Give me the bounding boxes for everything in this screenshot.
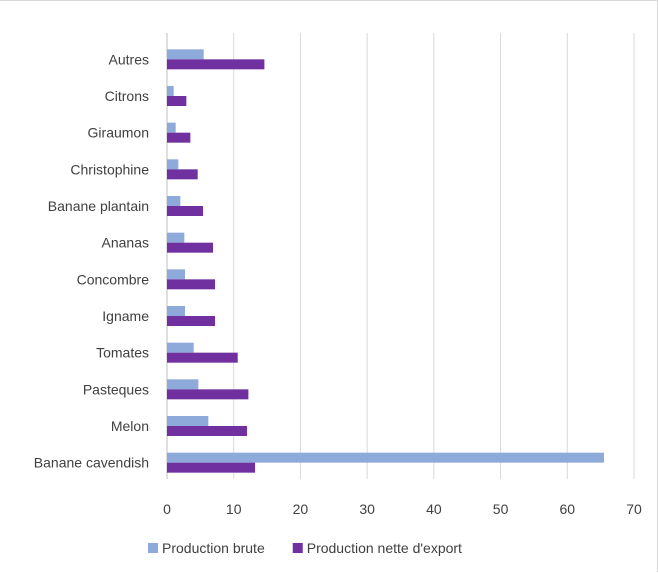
category-label: Banane cavendish xyxy=(34,455,149,471)
bar-production-brute xyxy=(167,269,186,280)
bar-production-nette xyxy=(167,352,238,363)
category-label: Melon xyxy=(111,418,149,434)
bar-production-nette xyxy=(167,316,216,326)
bar-production-brute xyxy=(167,306,186,316)
bar-production-nette xyxy=(167,206,204,216)
bar-production-brute xyxy=(167,196,181,206)
legend-label: Production nette d'export xyxy=(307,540,462,556)
category-label: Pasteques xyxy=(83,381,149,397)
category-label: Ananas xyxy=(102,235,149,251)
category-label: Igname xyxy=(102,308,149,324)
bar-production-nette xyxy=(167,169,198,180)
bar-production-brute xyxy=(167,122,176,133)
x-tick-label: 40 xyxy=(426,501,442,517)
legend-swatch xyxy=(148,543,158,553)
bar-production-nette xyxy=(167,426,248,436)
bar-production-nette xyxy=(167,242,214,253)
bar-production-nette xyxy=(167,462,256,473)
bar-production-brute xyxy=(167,379,199,390)
x-tick-label: 30 xyxy=(359,501,375,517)
bar-production-brute xyxy=(167,49,204,60)
bar-production-brute xyxy=(167,342,194,353)
x-tick-label: 0 xyxy=(163,501,171,517)
category-label: Giraumon xyxy=(88,125,149,141)
bar-production-brute xyxy=(167,452,604,463)
gridlines xyxy=(166,33,635,479)
legend-label: Production brute xyxy=(162,540,265,556)
category-label: Banane plantain xyxy=(48,198,149,214)
bar-production-nette xyxy=(167,279,216,290)
bars xyxy=(167,49,604,473)
bar-production-nette xyxy=(167,96,187,106)
bar-production-brute xyxy=(167,86,174,96)
category-label: Concombre xyxy=(77,271,150,287)
bar-production-brute xyxy=(167,232,185,243)
bar-production-brute xyxy=(167,416,209,426)
x-tick-label: 60 xyxy=(559,501,575,517)
x-tick-label: 70 xyxy=(626,501,642,517)
bar-production-brute xyxy=(167,159,179,170)
x-tick-label: 20 xyxy=(293,501,309,517)
x-tick-label: 10 xyxy=(226,501,242,517)
legend-swatch xyxy=(292,543,303,553)
category-label: Christophine xyxy=(70,161,149,177)
category-label: Tomates xyxy=(96,345,149,361)
category-label: Autres xyxy=(109,51,149,67)
category-label: Citrons xyxy=(105,88,149,104)
bar-production-nette xyxy=(167,132,191,143)
category-labels: Banane cavendish Melon Pasteques Tomates Ign… xyxy=(34,51,149,470)
legend: Production brute Production nette d'expor… xyxy=(148,540,462,556)
bar-production-nette xyxy=(167,59,265,70)
x-tick-label: 50 xyxy=(493,501,509,517)
x-tick-labels: 0 10 20 30 40 50 60 70 xyxy=(163,501,642,517)
bar-production-nette xyxy=(167,389,249,400)
